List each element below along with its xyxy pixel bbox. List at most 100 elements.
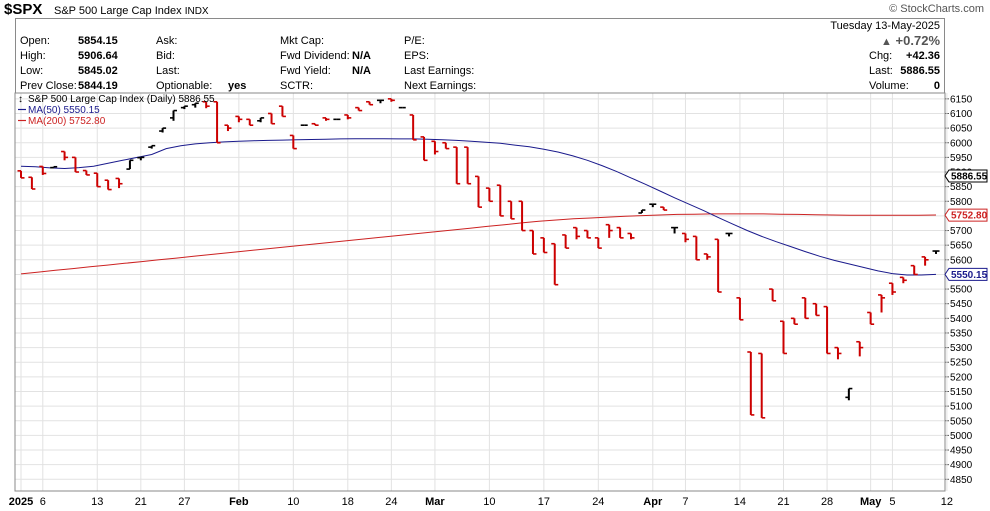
stat-label: Bid: xyxy=(156,50,175,62)
stat-label: Last: xyxy=(156,65,180,77)
x-tick-label: 27 xyxy=(178,496,190,508)
x-tick-label: 10 xyxy=(287,496,299,508)
quote-date: Tuesday 13-May-2025 xyxy=(830,20,940,32)
stat-label: Open: xyxy=(20,35,50,47)
up-triangle-icon: ▲ xyxy=(881,36,892,48)
ohlc-bar xyxy=(61,150,69,161)
ohlc-bar xyxy=(126,159,134,170)
stat-value: 5845.02 xyxy=(78,65,118,77)
right-stat-label: Volume: xyxy=(869,80,909,92)
stat-value: yes xyxy=(228,80,247,92)
ohlc-bar xyxy=(910,264,918,276)
y-tick-label: 5150 xyxy=(950,387,973,398)
legend-label: S&P 500 Large Cap Index (Daily) 5886.55 xyxy=(28,94,215,105)
y-tick-label: 5500 xyxy=(950,285,973,296)
legend-label: MA(50) 5550.15 xyxy=(28,105,100,116)
stat-value: N/A xyxy=(352,50,371,62)
stat-label: Ask: xyxy=(156,35,178,47)
ohlc-bar xyxy=(355,106,363,112)
y-tick-label: 4900 xyxy=(950,460,973,471)
ohlc-bar xyxy=(780,320,787,355)
price-tag: 5550.15 xyxy=(944,267,988,281)
stat-label: Last Earnings: xyxy=(404,65,475,77)
y-tick-label: 5950 xyxy=(950,153,973,164)
ohlc-bar xyxy=(246,118,254,126)
x-tick-label: 28 xyxy=(821,496,833,508)
stat-label: Fwd Dividend: xyxy=(280,50,350,62)
ohlc-bar xyxy=(289,134,297,150)
ohlc-bar xyxy=(769,288,777,302)
ohlc-bar xyxy=(235,115,243,123)
ohlc-bar xyxy=(888,282,896,295)
x-tick-label: 24 xyxy=(592,496,604,508)
ohlc-bar xyxy=(692,235,700,261)
y-tick-label: 5050 xyxy=(950,416,973,427)
ohlc-bar xyxy=(812,302,820,317)
y-tick-label: 6100 xyxy=(950,109,973,120)
ohlc-bar xyxy=(660,206,668,211)
stat-label: P/E: xyxy=(404,35,425,47)
price-tag-label: 5550.15 xyxy=(951,270,988,281)
right-stat-label: Last: xyxy=(869,65,893,77)
ohlc-bar xyxy=(50,165,58,169)
ohlc-bar xyxy=(278,105,286,118)
price-tag-label: 5886.55 xyxy=(951,171,988,182)
ohlc-bar xyxy=(790,317,798,325)
ohlc-bar xyxy=(856,340,864,357)
ohlc-bar xyxy=(649,203,657,208)
right-stat-value: 0 xyxy=(933,80,940,92)
pct-change: ▲ +0.72% xyxy=(881,33,940,48)
stat-label: Mkt Cap: xyxy=(280,35,325,47)
right-stat-label: Chg: xyxy=(869,50,893,62)
ohlc-bar xyxy=(17,170,25,179)
price-tag: 5752.80 xyxy=(944,208,988,222)
stat-label: EPS: xyxy=(404,50,430,62)
ohlc-bar xyxy=(376,99,384,104)
ohlc-bar xyxy=(627,232,635,240)
y-tick-label: 6150 xyxy=(950,94,973,105)
ohlc-bar xyxy=(878,294,886,313)
stat-label: Low: xyxy=(20,65,44,77)
y-tick-label: 4950 xyxy=(950,446,973,457)
ohlc-bar xyxy=(714,238,722,293)
x-tick-label: Feb xyxy=(229,496,249,508)
ohlc-bar xyxy=(867,311,875,325)
y-tick-label: 5650 xyxy=(950,241,973,252)
ohlc-bar xyxy=(562,234,570,249)
y-tick-label: 5100 xyxy=(950,402,973,413)
y-tick-label: 5250 xyxy=(950,358,973,369)
ma50-line xyxy=(20,138,937,276)
y-tick-label: 5850 xyxy=(950,182,973,193)
x-tick-label: May xyxy=(860,496,882,508)
ticker-symbol: $SPX xyxy=(4,1,43,18)
ohlc-bar xyxy=(605,223,613,238)
ohlc-bar xyxy=(366,100,374,106)
ohlc-bar xyxy=(496,184,504,217)
ohlc-bar xyxy=(71,156,79,173)
y-tick-label: 5600 xyxy=(950,255,973,266)
y-tick-label: 5300 xyxy=(950,343,973,354)
plot-background xyxy=(15,93,945,491)
y-tick-label: 6000 xyxy=(950,138,973,149)
y-tick-label: 5350 xyxy=(950,328,973,339)
ohlc-bar xyxy=(311,122,319,126)
stat-value: 5844.19 xyxy=(78,80,118,92)
ohlc-bar xyxy=(638,209,646,214)
legend-label: MA(200) 5752.80 xyxy=(28,116,106,127)
ohlc-bar xyxy=(736,297,744,321)
stat-label: Prev Close: xyxy=(20,80,77,92)
stat-label: Fwd Yield: xyxy=(280,65,331,77)
x-tick-label: 18 xyxy=(342,496,354,508)
stat-label: High: xyxy=(20,50,46,62)
ohlc-bar xyxy=(899,276,907,284)
ohlc-bar xyxy=(170,109,177,121)
stat-label: SCTR: xyxy=(280,80,313,92)
ohlc-bar xyxy=(551,242,559,286)
ohlc-bar xyxy=(104,179,112,191)
stat-label: Next Earnings: xyxy=(404,80,477,92)
ohlc-bar xyxy=(202,100,210,109)
stat-label: Optionable: xyxy=(156,80,213,92)
x-tick-label: 5 xyxy=(889,496,895,508)
x-tick-label: Apr xyxy=(643,496,663,508)
